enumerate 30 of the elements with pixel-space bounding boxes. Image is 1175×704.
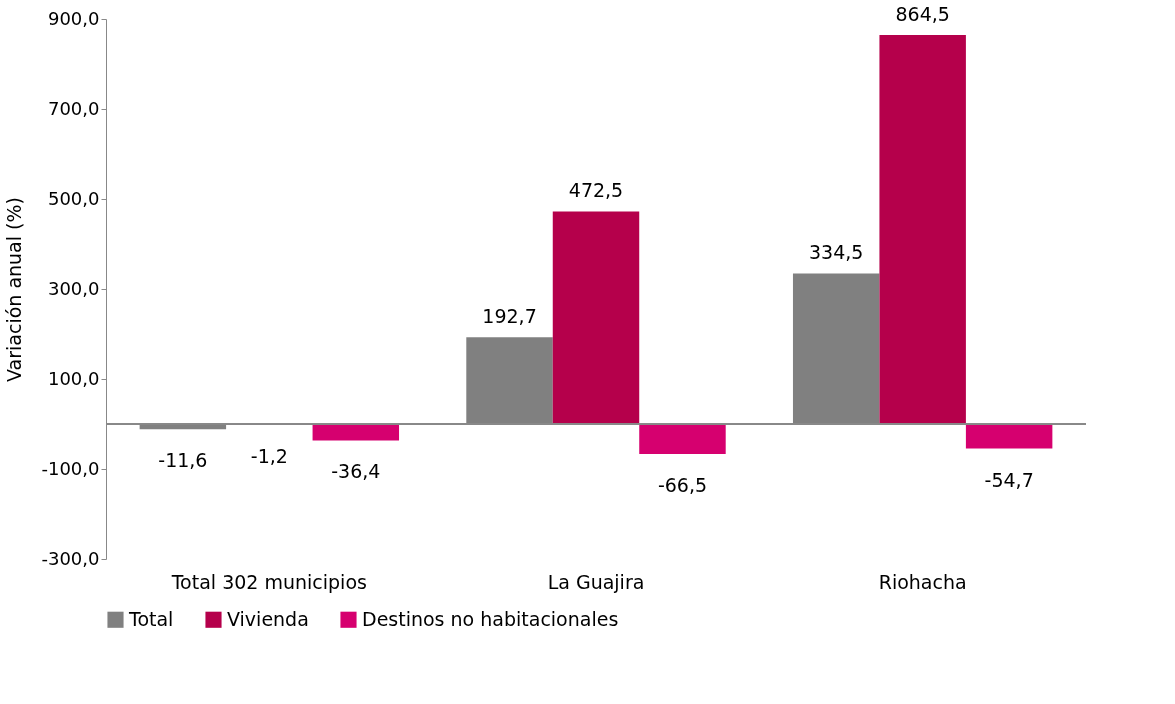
y-axis-title: Variación anual (%) <box>3 197 26 382</box>
x-tick-label: La Guajira <box>547 570 645 593</box>
legend-label: Vivienda <box>227 607 309 630</box>
bar <box>879 34 966 424</box>
y-tick-label: 900,0 <box>47 7 100 29</box>
x-tick-label: Total 302 municipios <box>170 570 367 593</box>
y-tick-label: 500,0 <box>47 187 100 209</box>
data-label: 864,5 <box>895 2 950 25</box>
y-tick-label: 100,0 <box>47 367 100 389</box>
y-tick-label: -100,0 <box>41 457 100 479</box>
bar <box>965 424 1053 449</box>
bar <box>792 273 880 424</box>
data-label: 192,7 <box>482 305 537 328</box>
data-label: 472,5 <box>568 179 624 202</box>
data-label: -66,5 <box>657 473 708 496</box>
bar <box>312 424 400 441</box>
y-tick-label: 700,0 <box>47 97 100 119</box>
bar <box>466 337 553 424</box>
legend-label: Total <box>128 607 174 630</box>
y-tick-label: -300,0 <box>41 547 100 569</box>
data-label: 334,5 <box>808 241 864 264</box>
y-tick-label: 300,0 <box>47 277 100 299</box>
data-label: -54,7 <box>984 468 1034 491</box>
bar <box>639 424 726 454</box>
legend-label: Destinos no habitacionales <box>362 607 619 630</box>
x-tick-label: Riohacha <box>878 570 967 593</box>
data-label: -1,2 <box>250 444 288 467</box>
data-label: -11,6 <box>158 449 208 472</box>
data-label: -36,4 <box>331 460 381 483</box>
bar <box>552 211 640 424</box>
